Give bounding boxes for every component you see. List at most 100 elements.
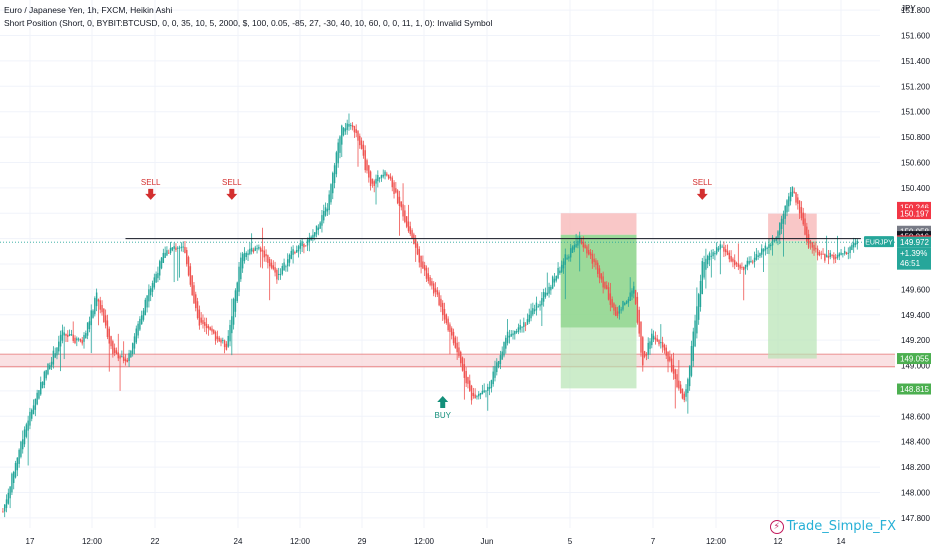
candle-body <box>452 331 455 344</box>
axis-price-text: 150.197 <box>900 210 929 219</box>
candle-body <box>369 171 372 186</box>
candle-body <box>582 241 585 248</box>
candle-body <box>86 322 89 336</box>
candle-body <box>849 246 851 254</box>
candle-body <box>398 196 401 207</box>
chart-zones <box>0 213 895 389</box>
candle-body <box>656 338 658 342</box>
candle-body <box>126 359 128 363</box>
candle-body <box>535 302 538 311</box>
candle-body <box>72 334 74 341</box>
candle-body <box>18 449 20 464</box>
candle-body <box>76 338 78 341</box>
short-position-target-zone <box>768 240 817 359</box>
candle-body <box>173 246 175 249</box>
candle-body <box>380 175 383 178</box>
candle-body <box>816 248 819 256</box>
sell-label: SELL <box>222 178 242 187</box>
candle-body <box>200 317 202 323</box>
candle-body <box>806 226 808 242</box>
candle-body <box>357 131 359 141</box>
candle-body <box>386 173 388 176</box>
candle-body <box>789 191 792 202</box>
candle-body <box>829 252 831 258</box>
candle-body <box>95 292 98 307</box>
candle-body <box>811 242 813 248</box>
candle-body <box>375 178 377 184</box>
candle-body <box>211 328 213 332</box>
candle-body <box>279 274 282 276</box>
candle-body <box>303 243 305 248</box>
candle-body <box>499 355 502 365</box>
candle-body <box>409 226 411 234</box>
candle-body <box>245 252 247 258</box>
candle-body <box>184 246 186 254</box>
candle-body <box>580 239 583 244</box>
candle-body <box>16 457 19 471</box>
candle-body <box>259 247 262 252</box>
candle-body <box>521 326 523 328</box>
candle-body <box>308 237 311 243</box>
candle-body <box>701 261 704 294</box>
candle-body <box>124 358 127 362</box>
chart-grid <box>0 0 880 528</box>
candle-body <box>130 350 132 358</box>
candle-body <box>286 259 289 267</box>
candle-body <box>824 253 826 261</box>
indicator-title[interactable]: Short Position (Short, 0, BYBIT:BTCUSD, … <box>4 18 493 28</box>
candle-body <box>852 242 855 248</box>
candle-body <box>451 328 453 336</box>
sell-arrow-icon <box>226 188 238 200</box>
candle-body <box>378 177 381 179</box>
candle-body <box>692 331 694 361</box>
candle-body <box>714 253 716 255</box>
last-price-details-bg <box>897 247 931 270</box>
candle-body <box>705 258 707 270</box>
y-tick-label: 147.800 <box>901 514 930 523</box>
candle-body <box>169 247 172 253</box>
x-tick-label: 24 <box>234 537 243 546</box>
candle-body <box>314 232 316 237</box>
candle-body <box>180 246 183 248</box>
candle-body <box>544 292 547 297</box>
candle-body <box>432 283 435 294</box>
candle-body <box>52 350 55 365</box>
candle-body <box>638 309 640 334</box>
candle-body <box>532 308 534 315</box>
candle-body <box>465 371 467 384</box>
candle-body <box>508 335 511 338</box>
candle-body <box>667 351 669 362</box>
candle-body <box>690 346 693 376</box>
candle-body <box>65 333 67 336</box>
x-tick-label: 12:00 <box>414 537 435 546</box>
candle-body <box>697 294 700 320</box>
candle-body <box>586 246 588 254</box>
candle-body <box>494 366 496 378</box>
candle-body <box>2 511 4 513</box>
candle-body <box>40 382 42 395</box>
candle-body <box>757 255 759 257</box>
candle-body <box>339 136 341 153</box>
candle-body <box>551 276 554 289</box>
candle-body <box>642 337 644 366</box>
candle-body <box>404 210 406 223</box>
sell-label: SELL <box>141 178 161 187</box>
candle-body <box>800 207 803 219</box>
candle-body <box>512 333 514 336</box>
chart-legend: Euro / Japanese Yen, 1h, FXCM, Heikin As… <box>4 4 492 30</box>
lightning-icon: ⚡ <box>769 519 784 534</box>
candle-body <box>604 281 606 289</box>
candle-body <box>324 207 327 216</box>
candle-body <box>265 254 267 257</box>
candle-body <box>602 276 604 288</box>
candle-body <box>254 247 256 251</box>
symbol-title[interactable]: Euro / Japanese Yen, 1h, FXCM, Heikin As… <box>4 5 173 15</box>
candle-body <box>281 266 284 275</box>
candle-body <box>510 333 512 337</box>
candle-body <box>568 256 570 259</box>
candle-body <box>202 320 204 324</box>
candle-body <box>469 380 471 391</box>
candle-body <box>546 292 548 295</box>
candle-body <box>351 125 354 128</box>
